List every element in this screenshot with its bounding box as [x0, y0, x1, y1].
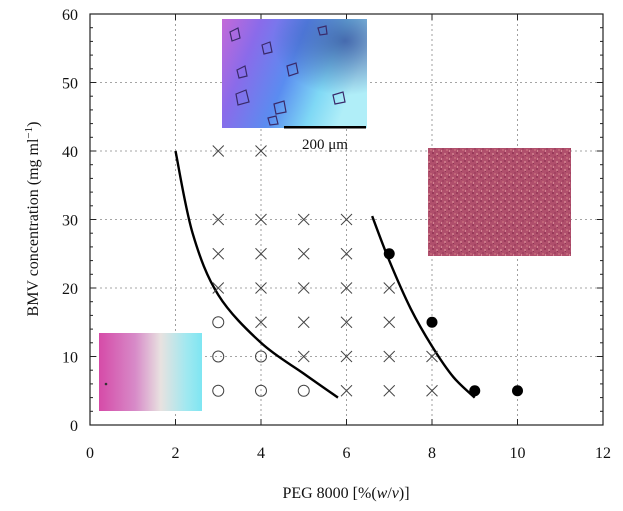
cross-point [340, 282, 353, 294]
cross-point [255, 145, 267, 157]
cross-point [340, 350, 353, 363]
y-tick-label: 20 [62, 281, 78, 298]
cross-point [255, 247, 267, 260]
precipitate-photo [428, 148, 571, 256]
filled-circle-point [512, 385, 523, 397]
x-tick-label: 12 [595, 445, 611, 462]
x-tick-label: 4 [257, 445, 265, 462]
y-tick-label: 50 [62, 76, 78, 93]
cross-point [383, 384, 396, 397]
x-tick-label: 0 [86, 445, 94, 462]
open-circle-point [212, 350, 225, 363]
x-tick-label: 2 [172, 445, 180, 462]
cross-point [212, 282, 225, 294]
open-circle-point [255, 350, 267, 363]
open-circle-point [212, 316, 225, 329]
y-tick-label: 10 [62, 350, 78, 367]
y-tick-label: 40 [62, 144, 78, 161]
x-axis-label: PEG 8000 [%(w/v)] [282, 485, 409, 502]
x-tick-label: 6 [343, 445, 351, 462]
cross-point [255, 316, 267, 329]
cross-point [383, 282, 396, 294]
open-circle-point [297, 384, 310, 397]
open-circle-point [212, 384, 225, 397]
cross-point [340, 316, 353, 329]
cross-point [212, 145, 225, 157]
cross-point [255, 213, 267, 226]
cross-point [212, 213, 225, 226]
phase-boundary-curve [174, 150, 339, 399]
cross-point [297, 213, 310, 226]
cross-point [212, 247, 225, 260]
y-axis-label: BMV concentration (mg ml−1) [23, 122, 42, 317]
filled-circle-point [426, 316, 438, 328]
y-tick-label: 60 [62, 7, 78, 24]
cross-point [297, 316, 310, 329]
axis-ticks [89, 13, 604, 426]
filled-circle-point [469, 385, 481, 397]
x-tick-label: 10 [510, 445, 526, 462]
clear-solution-photo [99, 333, 202, 411]
scale-bar-label: 200 μm [302, 137, 348, 153]
data-markers [212, 145, 523, 397]
cross-point [340, 247, 353, 260]
cross-point [383, 316, 396, 329]
crystals-photo [222, 19, 367, 129]
cross-point [383, 350, 396, 363]
cross-point [297, 247, 310, 260]
cross-point [297, 282, 310, 294]
y-tick-label: 0 [70, 418, 78, 435]
cross-point [340, 213, 353, 226]
filled-circle-point [383, 248, 395, 260]
axis-tick-labels: 0 2 4 6 8 10 12 0 10 20 30 40 50 60 [62, 7, 611, 462]
y-tick-label: 30 [62, 213, 78, 230]
open-circle-point [255, 384, 267, 397]
cross-point [255, 282, 267, 294]
cross-point [340, 384, 353, 397]
cross-point [426, 384, 438, 397]
cross-point [426, 350, 438, 363]
cross-point [297, 350, 310, 363]
x-tick-label: 8 [428, 445, 436, 462]
